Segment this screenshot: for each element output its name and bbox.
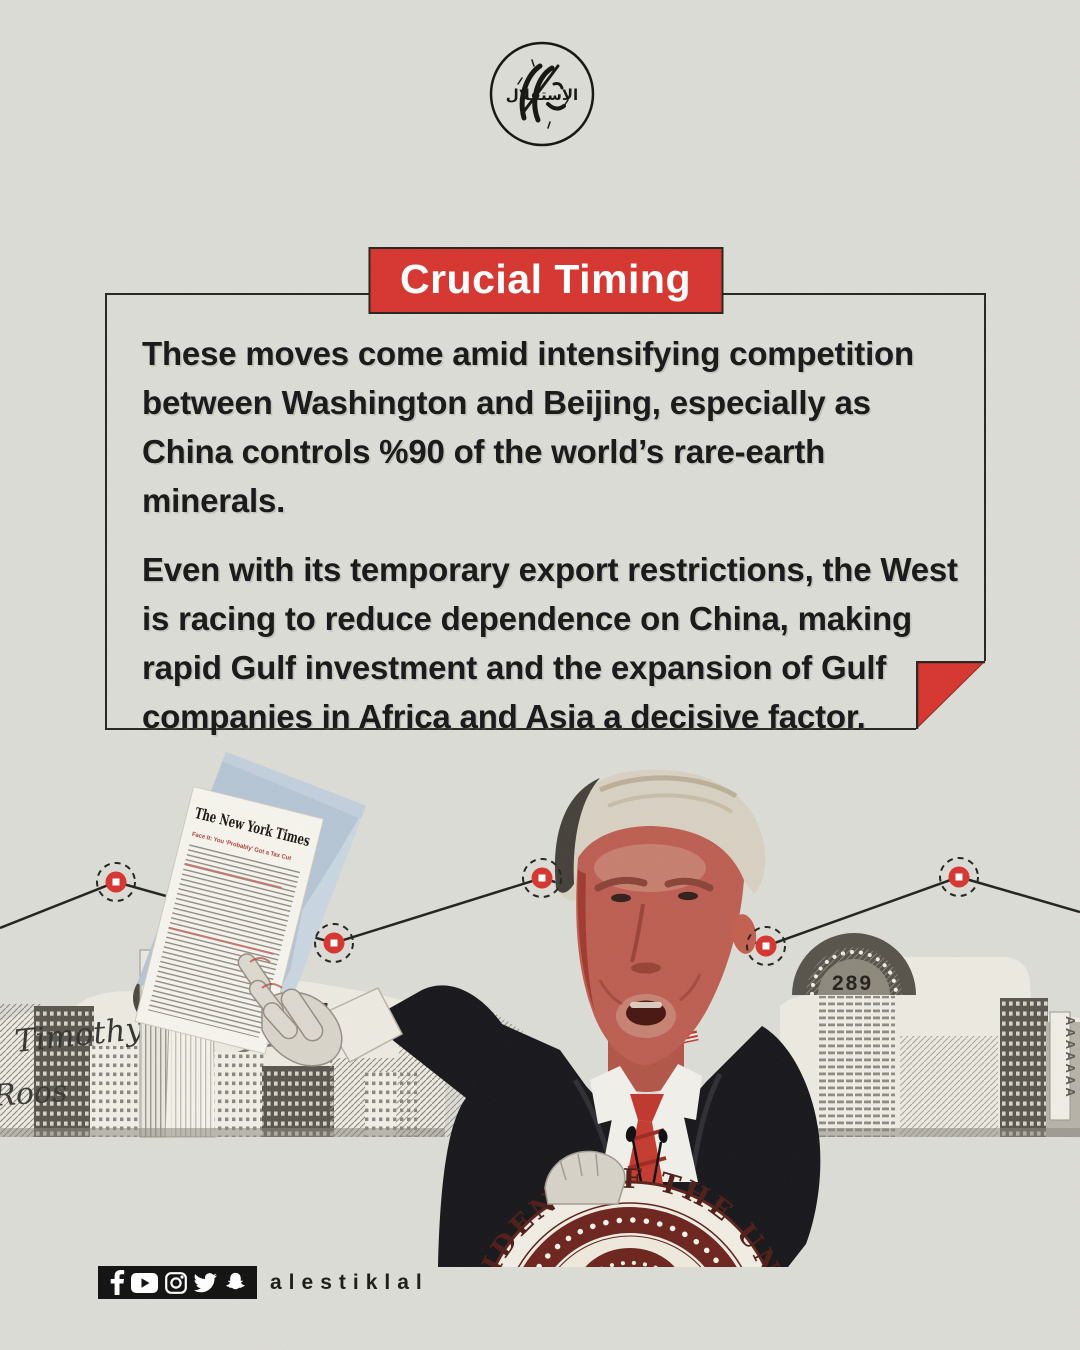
text-card: Crucial Timing These moves come amid int… [105,247,986,735]
account-handle: alestiklal [270,1270,429,1294]
alestiklal-logo: الاستقلال [489,41,595,147]
facebook-icon[interactable] [109,1270,125,1295]
paragraph-2: Even with its temporary export restricti… [142,551,958,735]
youtube-icon[interactable] [131,1272,158,1293]
currency-script-fragment: Roos [0,1074,68,1114]
snapchat-icon[interactable] [224,1271,247,1294]
card-title-banner: Crucial Timing [367,247,724,314]
social-bar [98,1266,257,1299]
footer: alestiklal [98,1266,429,1299]
twitter-icon[interactable] [193,1272,217,1293]
logo-calligraphy-text: الاستقلال [506,86,578,104]
paragraph-1: These moves come amid intensifying compe… [142,335,914,519]
newspaper-pages: The New York Times Face It: You ‘Probabl… [134,752,404,1067]
instagram-icon[interactable] [164,1271,187,1294]
window-letters-column: AAAAAAA [1063,1016,1078,1099]
medallion-number: 289 [832,972,873,995]
folded-corner [916,661,986,730]
